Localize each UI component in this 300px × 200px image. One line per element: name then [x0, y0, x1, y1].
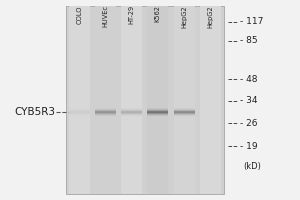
Bar — [121, 113, 142, 114]
Bar — [200, 6, 221, 194]
Bar — [148, 115, 168, 116]
Text: COLO: COLO — [76, 5, 82, 23]
Bar — [121, 115, 142, 116]
Bar — [174, 6, 194, 194]
Bar — [95, 115, 116, 116]
Bar — [148, 6, 168, 194]
Bar — [69, 114, 89, 115]
Bar — [174, 109, 194, 110]
Bar — [69, 6, 89, 194]
Bar — [148, 112, 168, 113]
Bar — [174, 113, 194, 114]
Text: HT-29: HT-29 — [129, 5, 135, 24]
Bar — [121, 109, 142, 110]
Bar — [95, 109, 116, 110]
Text: - 48: - 48 — [240, 75, 257, 84]
Bar — [95, 114, 116, 115]
Bar — [174, 111, 194, 112]
Bar — [121, 112, 142, 113]
Bar — [148, 110, 168, 111]
Text: - 26: - 26 — [240, 119, 257, 128]
Bar — [174, 112, 194, 113]
Text: CYB5R3: CYB5R3 — [14, 107, 55, 117]
Bar — [69, 111, 89, 112]
Bar — [69, 108, 89, 109]
Bar — [69, 113, 89, 114]
Text: HepG2: HepG2 — [181, 5, 187, 28]
Bar — [69, 112, 89, 113]
Text: - 34: - 34 — [240, 96, 257, 105]
Bar — [174, 108, 194, 109]
Bar — [121, 111, 142, 112]
Text: HepG2: HepG2 — [207, 5, 213, 28]
Bar — [121, 108, 142, 109]
Text: - 19: - 19 — [240, 142, 258, 151]
Text: (kD): (kD) — [243, 162, 261, 171]
Bar — [95, 110, 116, 111]
Bar — [121, 114, 142, 115]
Bar — [174, 110, 194, 111]
Bar — [66, 6, 224, 194]
Text: - 85: - 85 — [240, 36, 258, 45]
Bar — [148, 113, 168, 114]
Bar — [95, 111, 116, 112]
Bar — [148, 108, 168, 109]
Bar — [69, 110, 89, 111]
Text: HUVEc: HUVEc — [102, 5, 108, 27]
Bar — [121, 6, 142, 194]
Bar — [174, 115, 194, 116]
Bar — [95, 6, 116, 194]
Bar — [95, 108, 116, 109]
Bar — [69, 109, 89, 110]
Text: K562: K562 — [155, 5, 161, 22]
Text: - 117: - 117 — [240, 17, 263, 26]
Bar — [148, 114, 168, 115]
Bar — [148, 111, 168, 112]
Bar — [121, 110, 142, 111]
Bar — [69, 115, 89, 116]
Bar — [95, 113, 116, 114]
Bar — [174, 114, 194, 115]
Bar — [148, 109, 168, 110]
Bar — [95, 112, 116, 113]
